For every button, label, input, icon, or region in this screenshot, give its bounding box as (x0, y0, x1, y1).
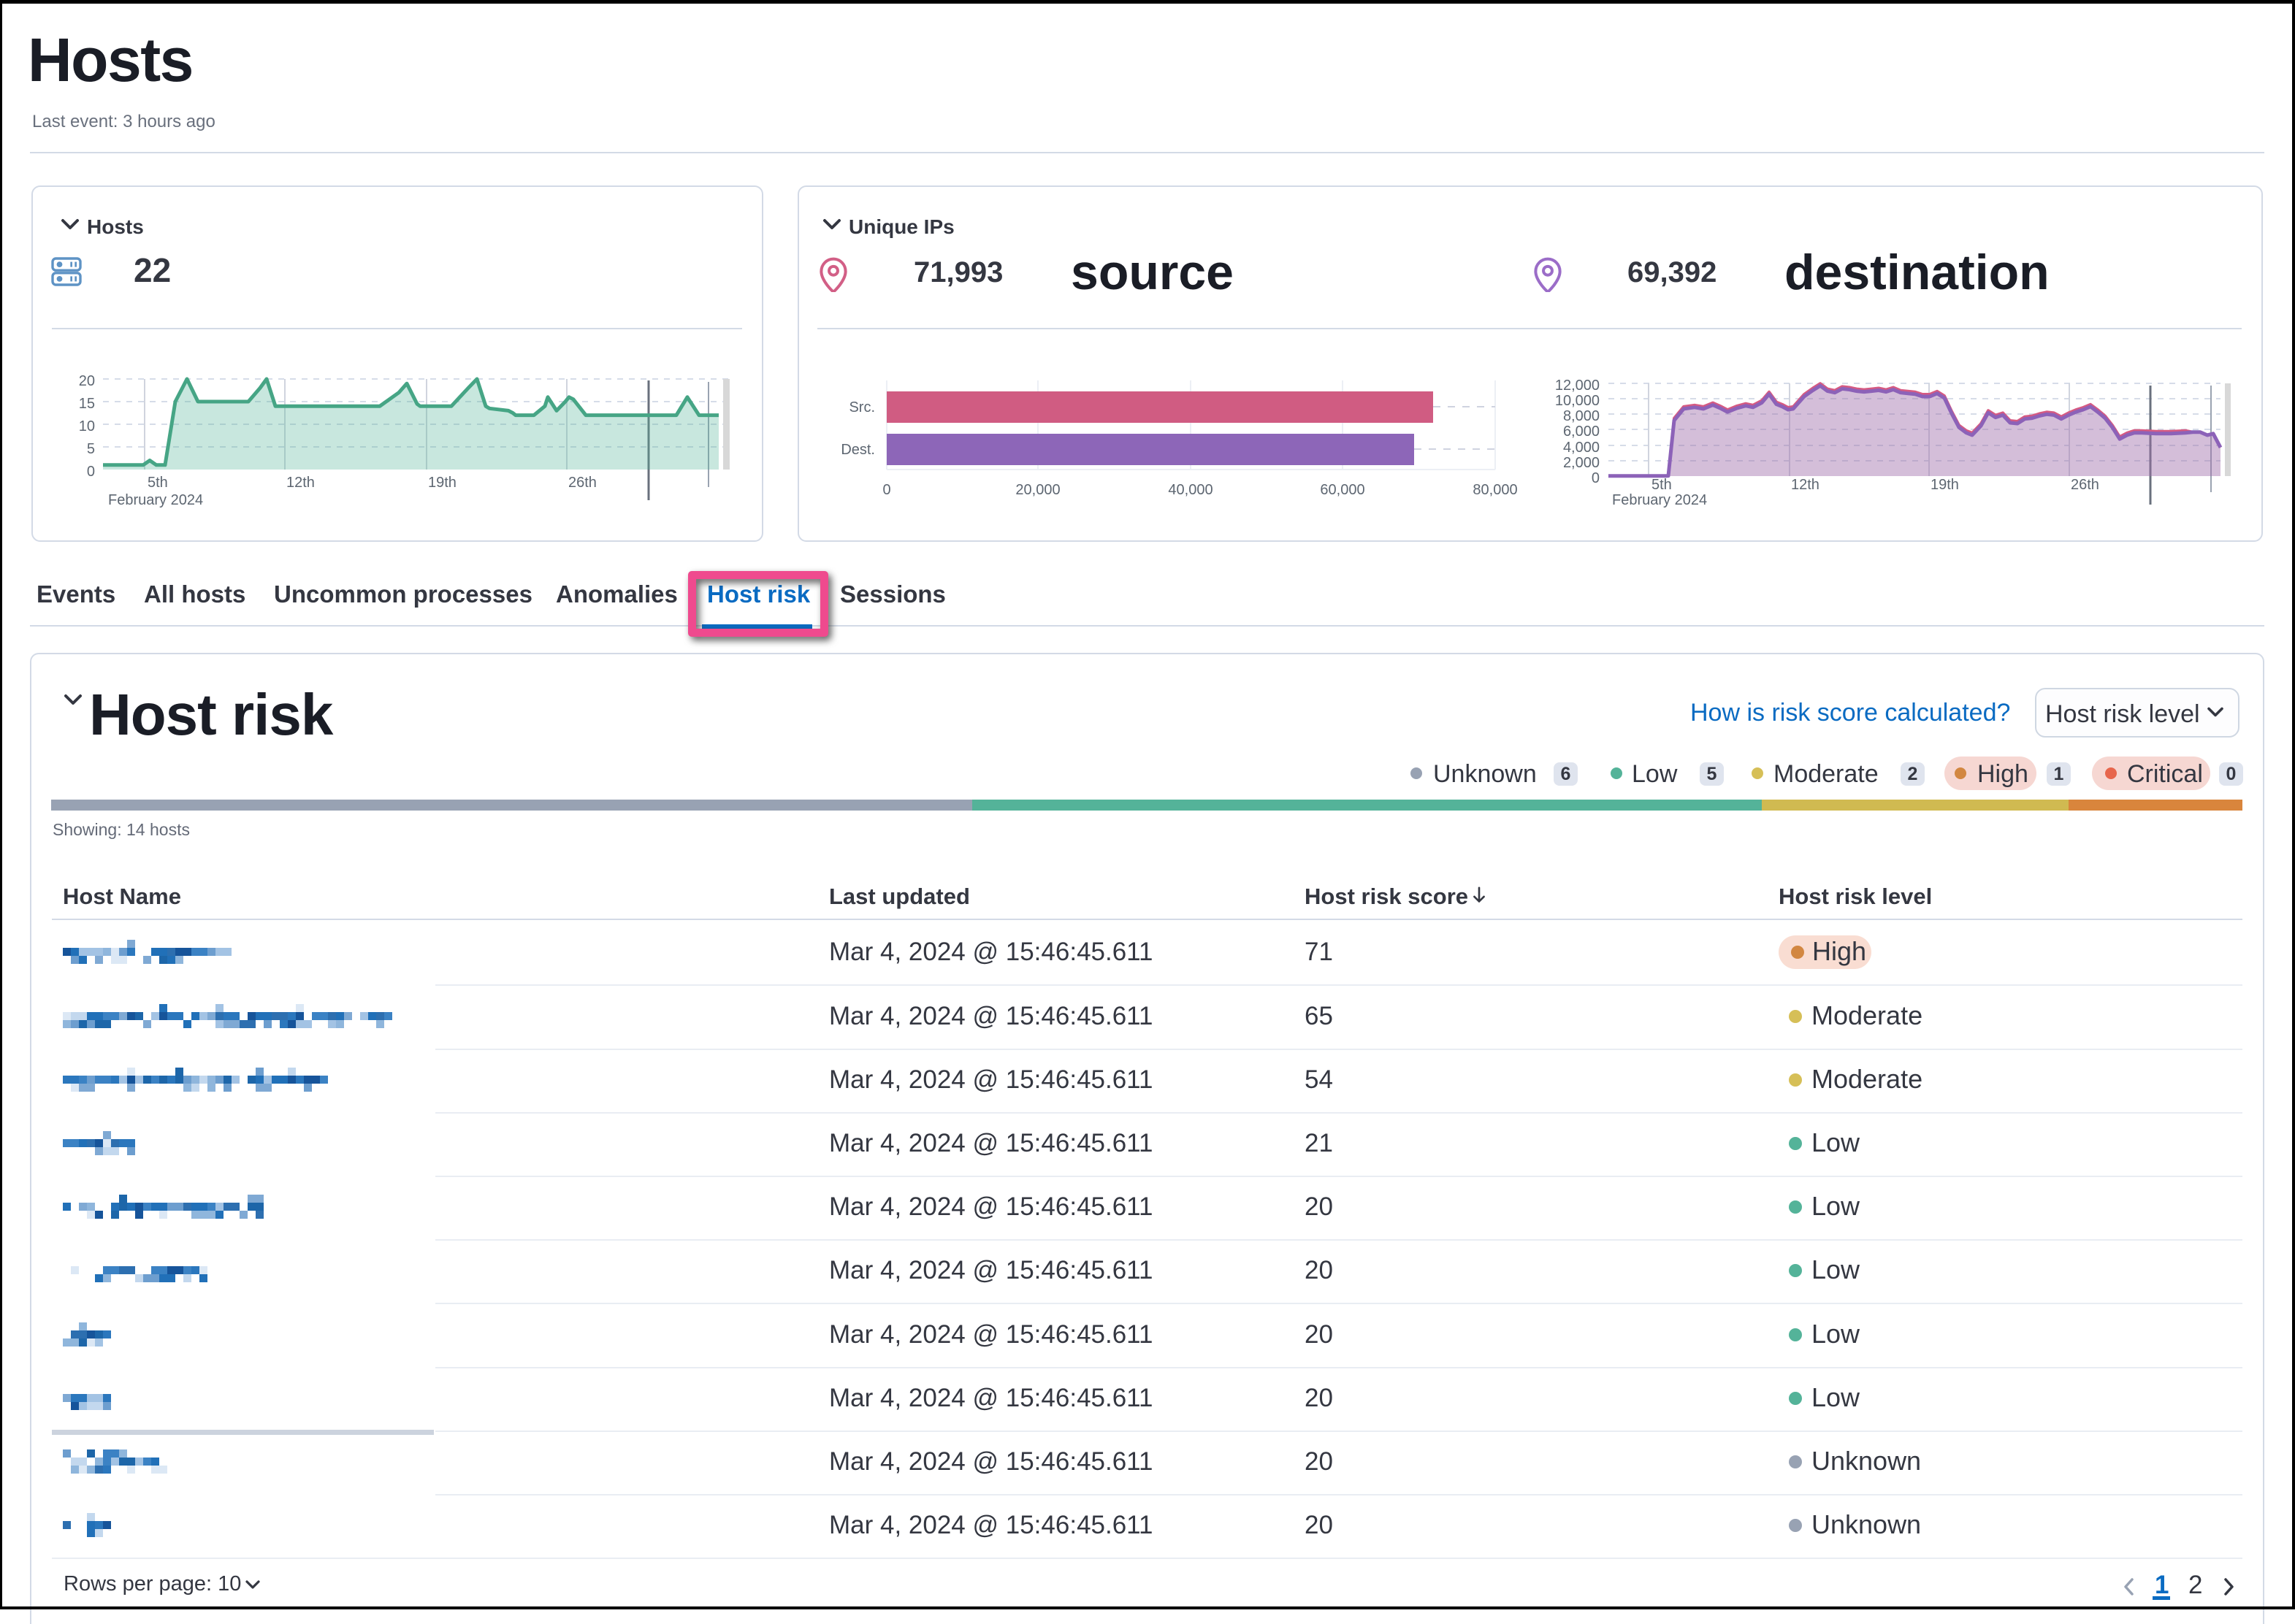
svg-text:5th: 5th (148, 475, 168, 491)
svg-text:20: 20 (79, 373, 95, 389)
svg-text:February 2024: February 2024 (108, 492, 203, 508)
svg-text:60,000: 60,000 (1320, 482, 1364, 498)
svg-text:0: 0 (1592, 470, 1600, 486)
svg-text:19th: 19th (1931, 477, 1959, 493)
svg-text:26th: 26th (2071, 477, 2099, 493)
svg-text:5th: 5th (1651, 477, 1672, 493)
svg-text:10,000: 10,000 (1555, 393, 1600, 409)
svg-text:2,000: 2,000 (1563, 455, 1600, 471)
svg-text:12th: 12th (1791, 477, 1819, 493)
svg-text:19th: 19th (428, 475, 457, 491)
svg-text:40,000: 40,000 (1168, 482, 1213, 498)
svg-text:8,000: 8,000 (1563, 408, 1600, 424)
svg-text:4,000: 4,000 (1563, 440, 1600, 456)
svg-text:Dest.: Dest. (841, 442, 875, 458)
svg-text:February 2024: February 2024 (1612, 492, 1707, 508)
svg-text:10: 10 (79, 418, 95, 434)
svg-text:12,000: 12,000 (1555, 378, 1600, 394)
svg-text:6,000: 6,000 (1563, 424, 1600, 440)
svg-text:Src.: Src. (849, 399, 875, 415)
svg-text:5: 5 (87, 441, 95, 457)
svg-text:20,000: 20,000 (1015, 482, 1060, 498)
svg-text:0: 0 (882, 482, 890, 498)
svg-text:15: 15 (79, 396, 95, 412)
svg-text:80,000: 80,000 (1473, 482, 1517, 498)
svg-text:0: 0 (87, 464, 95, 480)
svg-text:12th: 12th (286, 475, 315, 491)
svg-text:26th: 26th (568, 475, 597, 491)
